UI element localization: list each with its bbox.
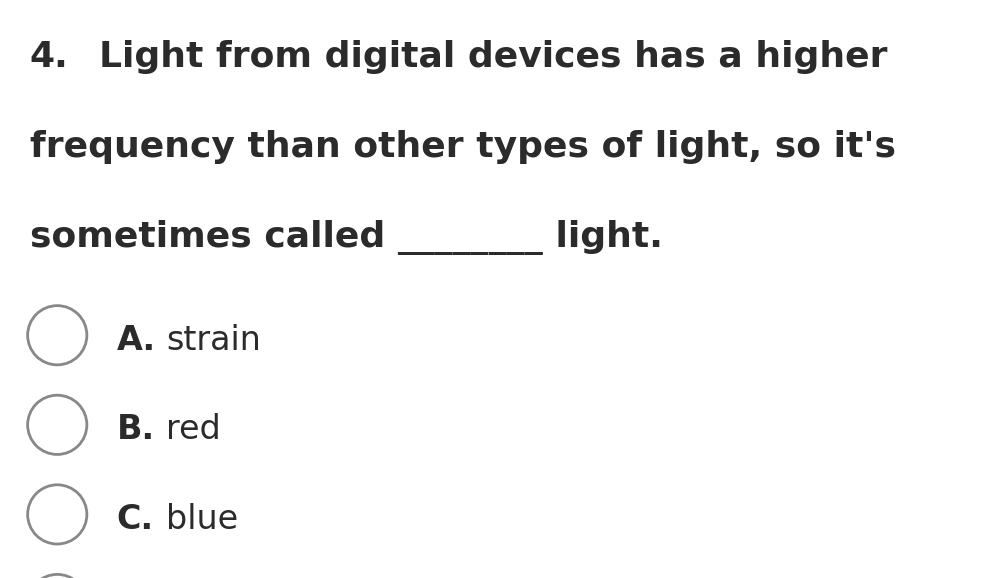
Text: red: red	[166, 413, 220, 446]
Text: A.: A.	[116, 324, 156, 357]
Text: C.: C.	[116, 503, 154, 536]
Text: B.: B.	[116, 413, 155, 446]
Text: sometimes called ________ light.: sometimes called ________ light.	[30, 220, 662, 255]
Text: frequency than other types of light, so it's: frequency than other types of light, so …	[30, 130, 894, 164]
Text: blue: blue	[166, 503, 238, 536]
Text: strain: strain	[166, 324, 260, 357]
Text: 4.: 4.	[30, 40, 68, 75]
Text: Light from digital devices has a higher: Light from digital devices has a higher	[99, 40, 886, 75]
